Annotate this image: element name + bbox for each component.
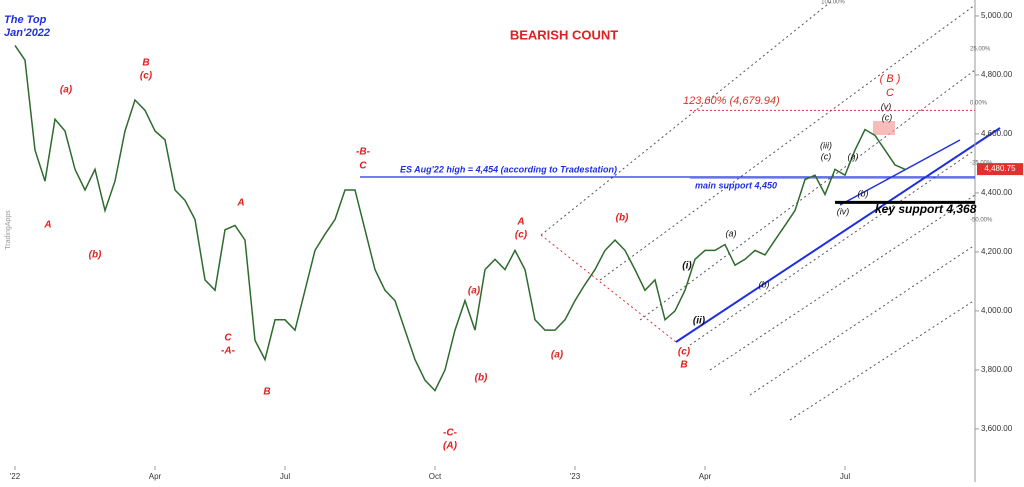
annotation: C — [359, 161, 367, 172]
annotation: B — [680, 360, 687, 371]
highlight — [873, 121, 895, 135]
last-price-label: 4,480.75 — [984, 164, 1016, 173]
annotation: (iii) — [820, 140, 832, 150]
annotation: ( B ) — [880, 73, 901, 85]
level-label: 123.60% (4,679.94) — [683, 95, 780, 107]
annotation: (b) — [475, 373, 488, 384]
annotation: (a) — [468, 286, 481, 297]
watermark: TradingApps — [5, 210, 12, 250]
annotation: -C- — [443, 428, 458, 439]
annotation: (c) — [515, 230, 528, 241]
y-tick-label: 4,800.00 — [981, 70, 1013, 79]
annotation: -A- — [221, 346, 236, 357]
trend-line — [675, 127, 1001, 343]
x-tick-label: Jul — [840, 472, 850, 481]
level-label: ES Aug'22 high = 4,454 (according to Tra… — [400, 164, 617, 174]
x-tick-label: Apr — [149, 472, 162, 481]
annotation: A — [516, 217, 524, 228]
annotation: (b) — [616, 213, 629, 224]
x-tick-label: Jul — [280, 472, 290, 481]
annotation: (b) — [89, 250, 102, 261]
annotation: (i) — [682, 261, 692, 272]
channel-lines — [540, 0, 976, 421]
y-tick-label: 3,600.00 — [981, 424, 1013, 433]
price-line — [14, 44, 906, 392]
y-tick-label: 4,600.00 — [981, 129, 1013, 138]
annotation: (iv) — [837, 206, 850, 216]
level-label: main support 4,450 — [695, 180, 777, 190]
annotation: 100.00% — [821, 0, 845, 6]
x-tick-label: '23 — [570, 472, 581, 481]
trend-line — [839, 139, 961, 206]
annotation: 25.00% — [970, 47, 991, 53]
annotation: -25.00% — [970, 161, 993, 167]
annotation: (a) — [726, 228, 737, 238]
annotation: -B- — [356, 147, 371, 158]
annotation: C — [224, 333, 232, 344]
annotation: B — [142, 58, 149, 69]
annotation: The Top — [4, 14, 47, 26]
annotation: (a) — [60, 85, 73, 96]
annotation: -50.00% — [970, 218, 993, 224]
y-tick-label: 5,000.00 — [981, 11, 1013, 20]
x-tick-label: Apr — [699, 472, 712, 481]
annotation: (A) — [443, 441, 458, 452]
y-tick-label: 3,800.00 — [981, 365, 1013, 374]
annotation: (c) — [882, 112, 893, 122]
annotation: (a) — [551, 350, 564, 361]
annotation: Jan'2022 — [4, 27, 50, 39]
annotation: (b) — [858, 188, 869, 198]
annotation: B — [263, 387, 270, 398]
y-tick-label: 4,000.00 — [981, 306, 1013, 315]
annotation: 0.00% — [970, 101, 988, 107]
y-tick-label: 4,200.00 — [981, 247, 1013, 256]
annotation: (c) — [140, 71, 153, 82]
annotation: (v) — [881, 101, 892, 111]
last-price-tag — [977, 163, 1023, 176]
annotation: (c) — [821, 151, 832, 161]
annotation: (ii) — [693, 316, 706, 327]
annotation: A — [236, 198, 244, 209]
annotation: (c) — [678, 347, 691, 358]
level-label: key support 4,368 — [875, 202, 977, 216]
x-tick-label: '22 — [10, 472, 21, 481]
annotation: (b) — [759, 279, 770, 289]
chart-title: BEARISH COUNT — [510, 27, 618, 42]
annotation: C — [886, 87, 894, 99]
annotation: A — [43, 220, 51, 231]
x-tick-label: Oct — [429, 472, 442, 481]
y-tick-label: 4,400.00 — [981, 188, 1013, 197]
annotation: (a) — [848, 151, 859, 161]
